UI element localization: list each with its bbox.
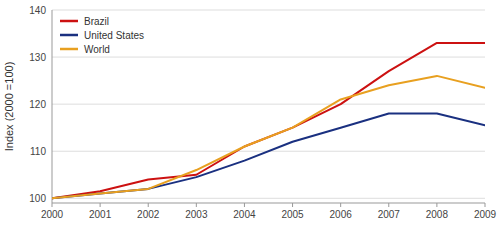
x-tick-label: 2008 [426, 209, 449, 220]
legend-label: Brazil [84, 16, 109, 27]
x-tick-label: 2007 [378, 209, 401, 220]
legend-label: United States [84, 30, 144, 41]
grid-line [52, 198, 485, 199]
y-tick-label: 110 [30, 146, 46, 157]
series-line [52, 114, 485, 199]
legend-swatch [60, 20, 78, 23]
x-tick [52, 203, 53, 207]
legend-swatch [60, 48, 78, 51]
legend-swatch [60, 34, 78, 37]
y-tick-label: 130 [29, 52, 46, 63]
y-axis: 100 110 120 130 140 [29, 5, 485, 204]
chart: 100 110 120 130 140 Index (2000 =100) 2000 2001… [0, 0, 501, 229]
y-tick-label: 100 [29, 193, 46, 204]
x-axis-line [52, 203, 485, 204]
x-tick [436, 203, 437, 207]
y-tick-label: 120 [29, 99, 46, 110]
grid-line [52, 10, 485, 11]
x-tick-label: 2001 [89, 209, 112, 220]
x-tick-label: 2005 [281, 209, 304, 220]
x-tick [340, 203, 341, 207]
x-tick-label: 2000 [41, 209, 64, 220]
x-tick [292, 203, 293, 207]
x-tick [100, 203, 101, 207]
x-tick [244, 203, 245, 207]
series-line [52, 76, 485, 198]
y-axis-line [52, 10, 53, 203]
plot-area [52, 43, 485, 198]
x-tick-label: 2003 [185, 209, 208, 220]
x-tick [148, 203, 149, 207]
x-axis: 2000 2001 2002 2003 2004 2005 2006 2007 2008 2009 [41, 203, 497, 220]
legend-label: World [84, 44, 110, 55]
x-tick [388, 203, 389, 207]
x-tick-label: 2002 [137, 209, 160, 220]
grid-line [52, 57, 485, 58]
y-axis-label: Index (2000 =100) [3, 62, 15, 152]
x-tick-label: 2004 [233, 209, 256, 220]
grid-line [52, 104, 485, 105]
x-tick [485, 203, 486, 207]
legend: Brazil United States World [60, 16, 144, 55]
x-tick-label: 2006 [330, 209, 353, 220]
x-tick-label: 2009 [474, 209, 497, 220]
series-line [52, 43, 485, 198]
y-tick-label: 140 [29, 5, 46, 16]
x-tick [196, 203, 197, 207]
